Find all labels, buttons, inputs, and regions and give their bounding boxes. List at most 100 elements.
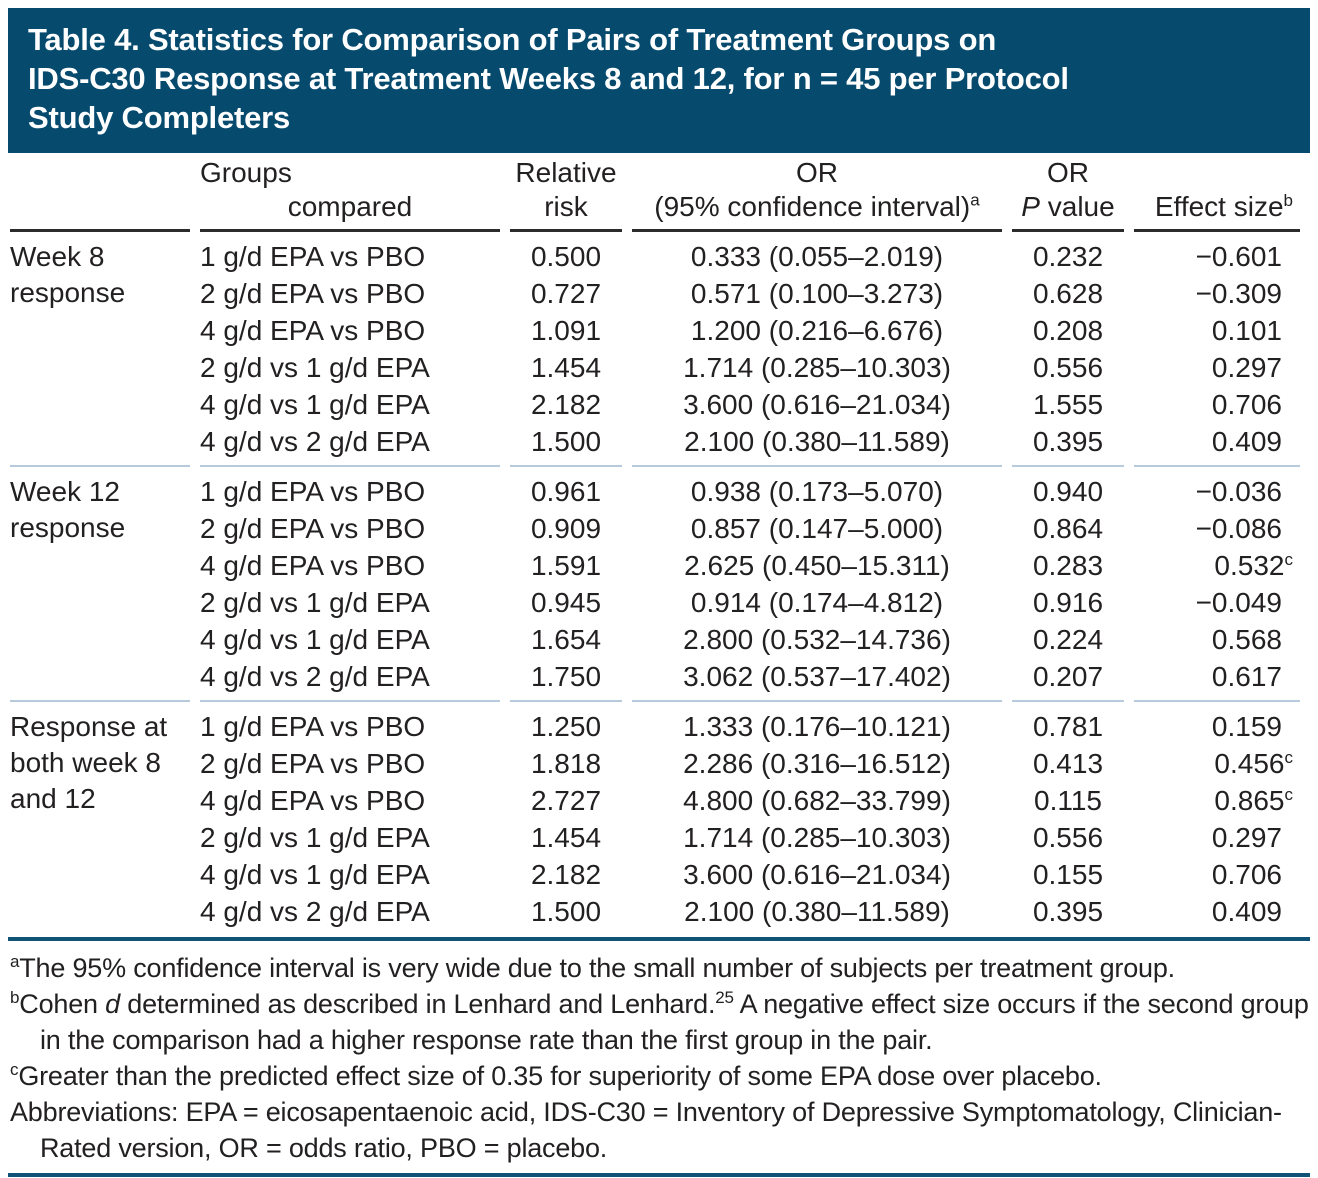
effect-size-cell: 0.297 <box>1134 819 1300 856</box>
section-label-line: both week 8 <box>10 747 161 778</box>
groups-compared-cell: 4 g/d EPA vs PBO <box>200 315 426 346</box>
table-row: 4 g/d vs 1 g/d EPA 1.654 2.800 (0.532–14… <box>10 621 1300 658</box>
or-ci-cell: 3.062 (0.537–17.402) <box>683 661 951 692</box>
groups-compared-cell: 4 g/d vs 1 g/d EPA <box>200 859 430 890</box>
col-header-groups-line1: Groups <box>200 157 292 188</box>
effect-size-cell: 0.568 <box>1134 621 1300 658</box>
col-header-or-ci-line1: OR <box>796 157 838 188</box>
col-header-or-ci-line2: (95% confidence interval)a <box>632 190 1002 232</box>
col-header-relative-risk-line2: risk <box>510 190 622 232</box>
p-value-cell: 0.395 <box>1032 896 1104 927</box>
section-label-line: Week 12 <box>10 476 120 507</box>
footnote-c: cGreater than the predicted effect size … <box>10 1058 1310 1094</box>
footnote-b: bCohen d determined as described in Lenh… <box>10 986 1310 1058</box>
footnote-b-reference-marker: 25 <box>715 988 734 1007</box>
p-value-cell: 0.916 <box>1032 587 1104 618</box>
relative-risk-cell: 0.945 <box>530 587 602 618</box>
groups-compared-cell: 4 g/d vs 1 g/d EPA <box>200 389 430 420</box>
section-response-both-weeks: Response at both week 8 and 12 1 g/d EPA… <box>10 700 1300 935</box>
groups-compared-cell: 4 g/d EPA vs PBO <box>200 550 426 581</box>
or-ci-header-text: (95% confidence interval) <box>654 191 971 222</box>
effect-size-value: 0.297 <box>1211 822 1282 853</box>
p-value-header-text: value <box>1039 191 1115 222</box>
footnote-a: aThe 95% confidence interval is very wid… <box>10 950 1310 986</box>
effect-size-value: −0.601 <box>1195 241 1282 272</box>
section-week-12-response: Week 12 response 1 g/d EPA vs PBO 0.961 … <box>10 465 1300 700</box>
table-title-line-3: Study Completers <box>28 100 291 135</box>
table-row: 4 g/d EPA vs PBO 1.591 2.625 (0.450–15.3… <box>10 547 1300 584</box>
p-value-cell: 0.556 <box>1032 352 1104 383</box>
table-row: 2 g/d EPA vs PBO 1.818 2.286 (0.316–16.5… <box>10 745 1300 782</box>
table-row: 4 g/d vs 2 g/d EPA 1.500 2.100 (0.380–11… <box>10 893 1300 935</box>
table-row: 4 g/d vs 1 g/d EPA 2.182 3.600 (0.616–21… <box>10 386 1300 423</box>
table-row: 2 g/d EPA vs PBO 0.727 0.571 (0.100–3.27… <box>10 275 1300 312</box>
effect-size-cell: −0.049 <box>1134 584 1300 621</box>
or-ci-cell: 3.600 (0.616–21.034) <box>683 859 951 890</box>
col-header-effect-size: Effect sizeb <box>1134 190 1300 232</box>
table-row: Week 12 response 1 g/d EPA vs PBO 0.961 … <box>10 465 1300 543</box>
row-label-header-empty <box>10 190 190 232</box>
effect-size-value: −0.036 <box>1195 476 1282 507</box>
effect-size-cell: 0.159 <box>1134 700 1300 745</box>
p-value-cell: 0.781 <box>1012 700 1124 745</box>
abbreviations-text: Abbreviations: EPA = eicosapentaenoic ac… <box>10 1097 1282 1163</box>
section-label: Week 12 response <box>10 465 190 700</box>
groups-compared-cell: 1 g/d EPA vs PBO <box>200 241 426 272</box>
effect-size-value: 0.865 <box>1214 785 1285 816</box>
relative-risk-cell: 1.454 <box>530 352 602 383</box>
or-ci-cell: 1.333 (0.176–10.121) <box>632 700 1002 745</box>
relative-risk-cell: 0.727 <box>530 278 602 309</box>
effect-size-value: 0.568 <box>1211 624 1282 655</box>
table-header-row-1: Groups Relative OR OR <box>10 156 1300 190</box>
effect-size-value: −0.086 <box>1195 513 1282 544</box>
relative-risk-cell: 2.182 <box>530 389 602 420</box>
relative-risk-cell: 1.500 <box>530 896 602 927</box>
p-value-cell: 0.224 <box>1032 624 1104 655</box>
p-value-cell: 1.555 <box>1032 389 1104 420</box>
relative-risk-cell: 1.500 <box>530 426 602 457</box>
p-value-cell: 0.283 <box>1032 550 1104 581</box>
effect-size-cell: −0.601 <box>1134 232 1300 275</box>
effect-size-cell: 0.617 <box>1134 658 1300 700</box>
effect-size-value: 0.456 <box>1214 748 1285 779</box>
footnote-a-marker: a <box>10 952 20 971</box>
footnote-b-text: determined as described in Lenhard and L… <box>119 989 716 1019</box>
p-value-cell: 0.628 <box>1032 278 1104 309</box>
p-value-cell: 0.232 <box>1032 241 1104 272</box>
footnote-b-italic-d: d <box>105 989 120 1019</box>
effect-size-value: 0.706 <box>1211 859 1282 890</box>
groups-compared-cell: 4 g/d vs 2 g/d EPA <box>200 426 430 457</box>
relative-risk-cell: 1.454 <box>530 822 602 853</box>
effect-size-value: 0.297 <box>1211 352 1282 383</box>
groups-compared-cell: 2 g/d EPA vs PBO <box>200 748 426 779</box>
effect-size-value: 0.617 <box>1211 661 1282 692</box>
groups-compared-cell: 1 g/d EPA vs PBO <box>200 700 500 745</box>
p-value-cell: 0.395 <box>1032 426 1104 457</box>
p-value-cell: 0.940 <box>1012 465 1124 510</box>
relative-risk-cell: 1.250 <box>510 700 622 745</box>
groups-compared-cell: 2 g/d vs 1 g/d EPA <box>200 352 430 383</box>
relative-risk-cell: 0.909 <box>530 513 602 544</box>
footnote-b-text: A negative effect size occurs if the sec… <box>40 989 1309 1055</box>
effect-size-value: 0.706 <box>1211 389 1282 420</box>
relative-risk-cell: 0.500 <box>530 241 602 272</box>
effect-size-header-footnote-marker: b <box>1283 190 1293 210</box>
effect-size-value: 0.159 <box>1211 711 1282 742</box>
p-value-cell: 0.208 <box>1032 315 1104 346</box>
table-row: 4 g/d EPA vs PBO 1.091 1.200 (0.216–6.67… <box>10 312 1300 349</box>
footnote-abbreviations: Abbreviations: EPA = eicosapentaenoic ac… <box>10 1094 1310 1166</box>
groups-compared-cell: 2 g/d EPA vs PBO <box>200 513 426 544</box>
relative-risk-cell: 2.182 <box>530 859 602 890</box>
or-ci-cell: 2.286 (0.316–16.512) <box>683 748 951 779</box>
or-ci-cell: 1.714 (0.285–10.303) <box>683 822 951 853</box>
p-value-cell: 0.115 <box>1034 785 1102 816</box>
effect-size-cell: 0.101 <box>1134 312 1300 349</box>
or-ci-cell: 2.100 (0.380–11.589) <box>684 426 950 457</box>
effect-size-cell: −0.309 <box>1134 275 1300 312</box>
or-ci-cell: 1.200 (0.216–6.676) <box>690 315 944 346</box>
relative-risk-cell: 2.727 <box>530 785 602 816</box>
effect-size-footnote-marker: c <box>1284 747 1294 767</box>
relative-risk-cell: 0.961 <box>510 465 622 510</box>
table-row: Week 8 response 1 g/d EPA vs PBO 0.500 0… <box>10 232 1300 308</box>
effect-size-value: 0.409 <box>1211 426 1282 457</box>
